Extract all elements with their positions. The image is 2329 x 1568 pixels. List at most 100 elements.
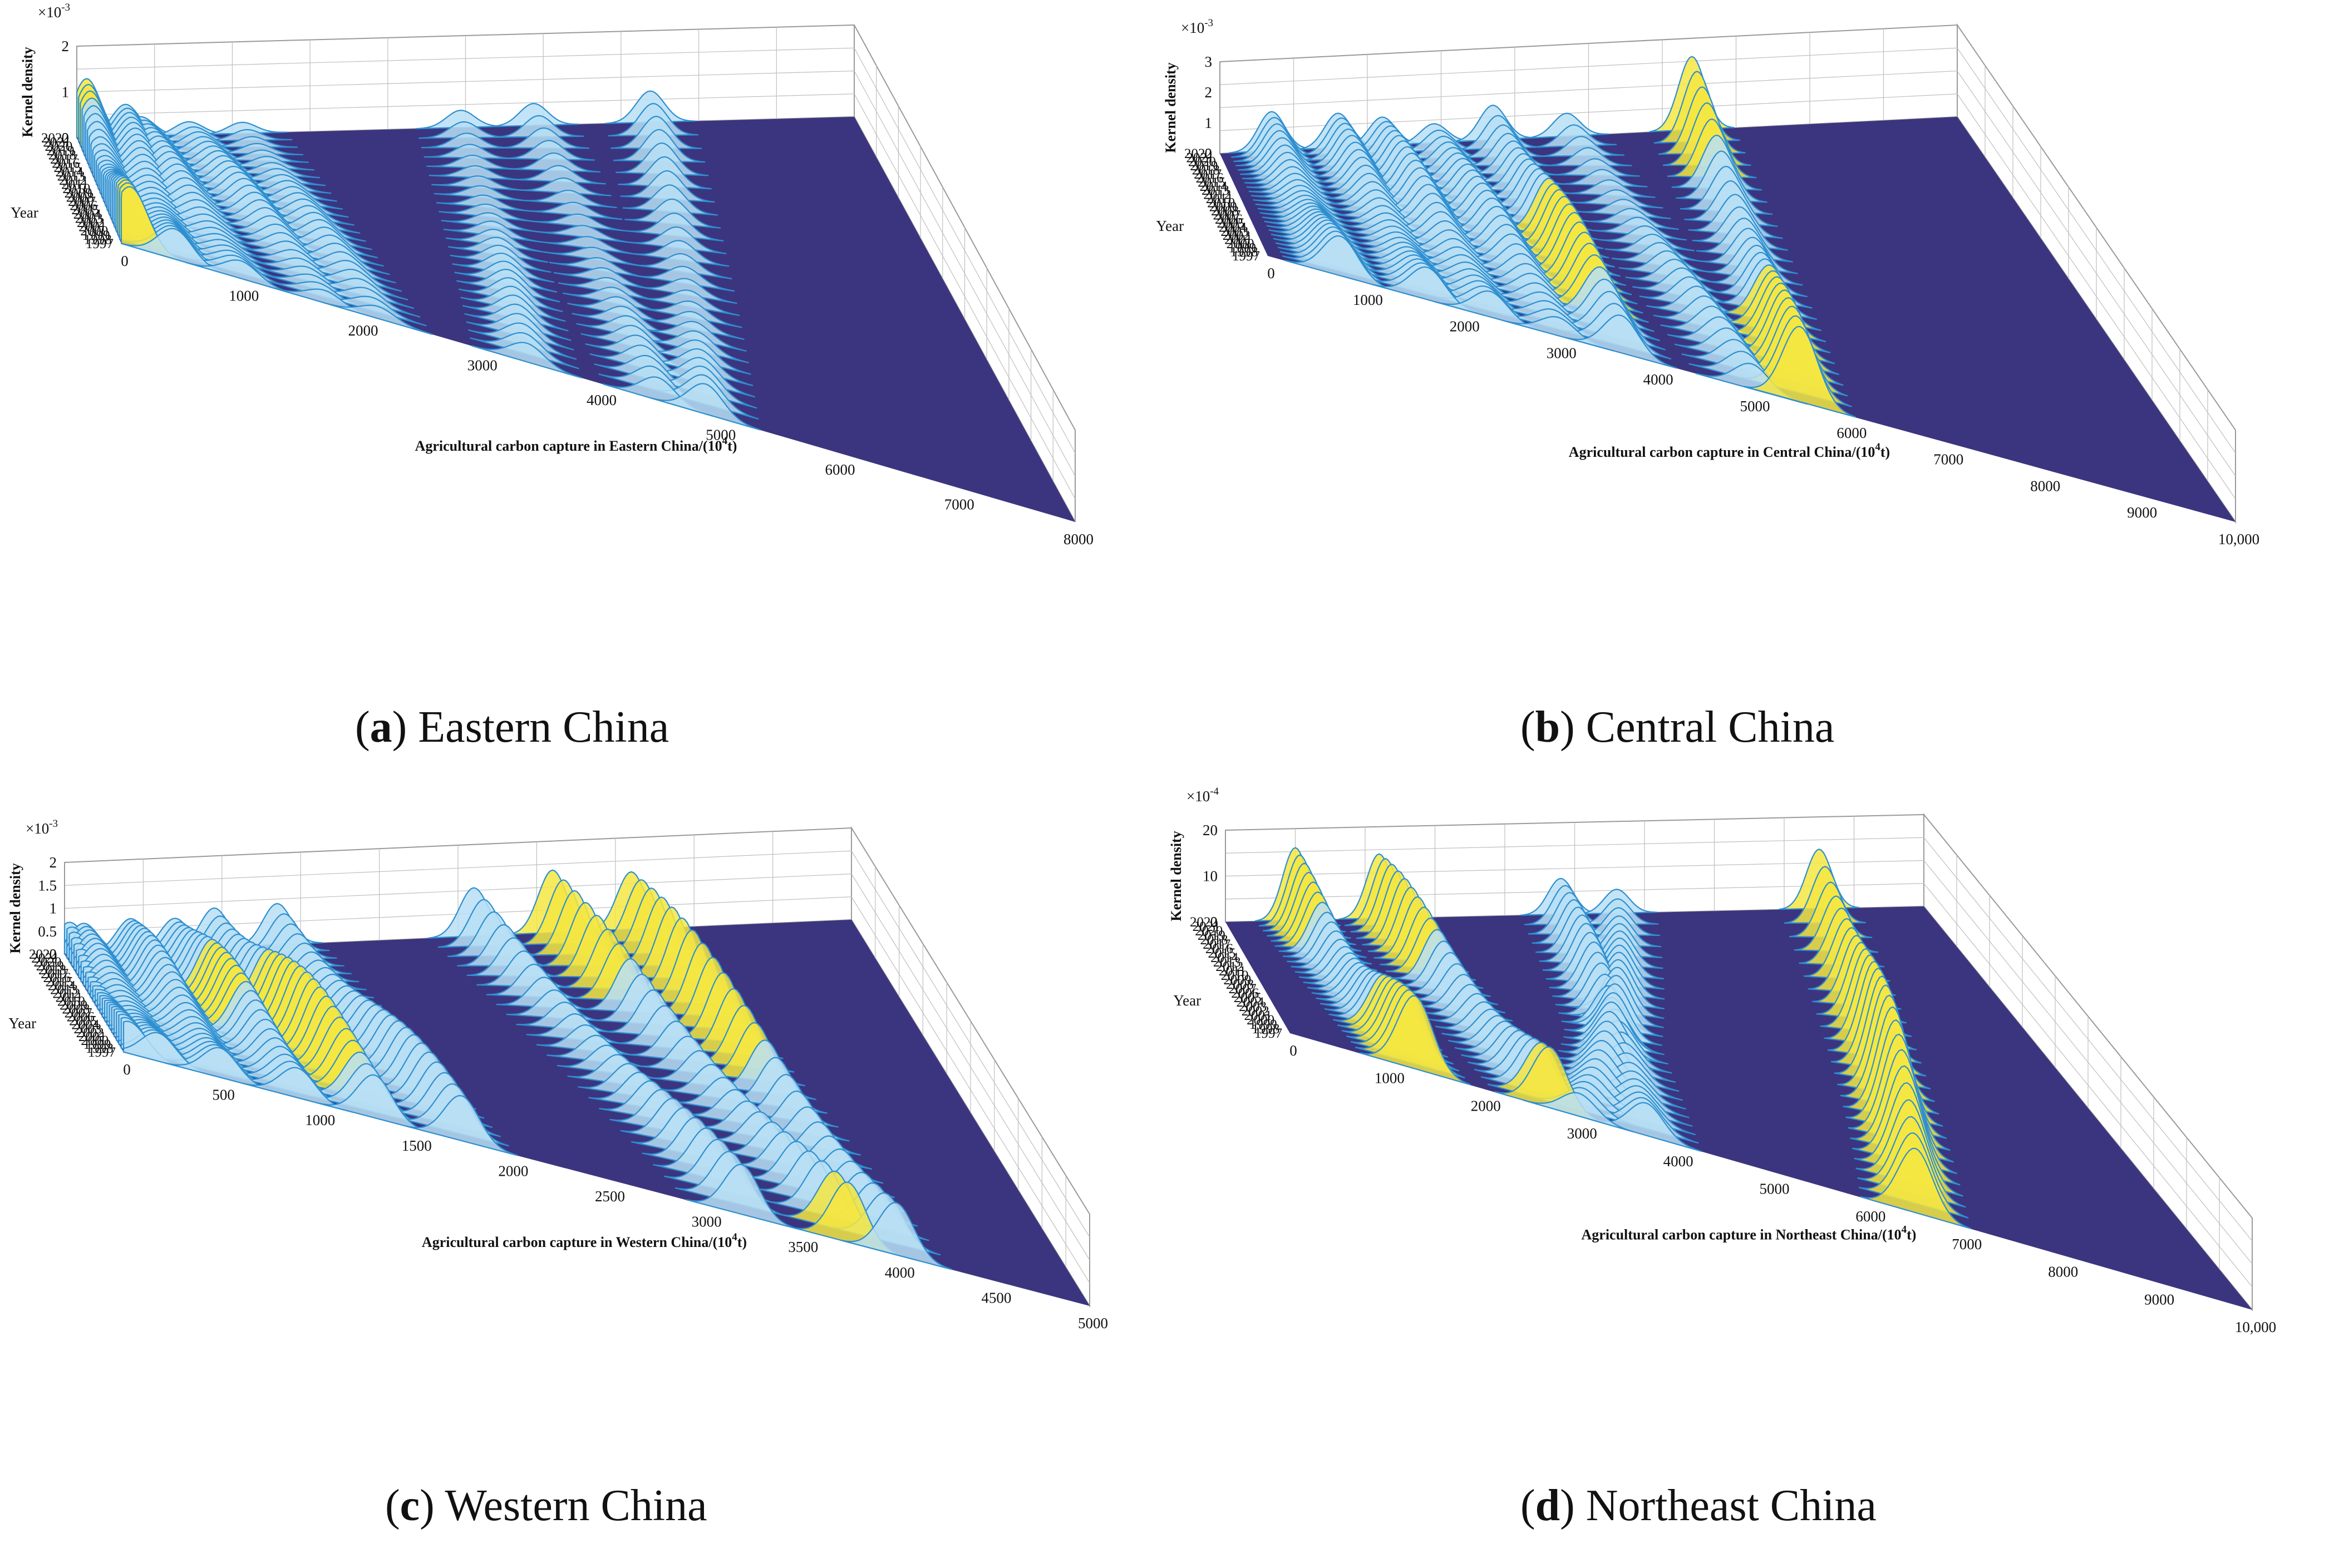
x-axis: 0 500 1000 1500 2000 2500 3000 3500 4000 4500 5000… bbox=[123, 1061, 1108, 1332]
year-tick-label: 2005 bbox=[71, 203, 99, 218]
density-ridge bbox=[197, 121, 287, 136]
caption-eastern: (a) Eastern China bbox=[355, 703, 669, 752]
density-ridge bbox=[471, 342, 582, 379]
year-tick-label: 1999 bbox=[1228, 240, 1256, 255]
x-tick-label: 2500 bbox=[595, 1188, 625, 1205]
y-axis: 1997199819992000200120022003200420052006… bbox=[1173, 915, 1282, 1041]
x-tick-label: 3500 bbox=[788, 1239, 818, 1255]
density-ridge bbox=[526, 201, 623, 220]
density-ridge bbox=[1577, 199, 1671, 219]
year-tick-label: 2002 bbox=[76, 1025, 104, 1041]
year-tick-label: 2006 bbox=[67, 1010, 95, 1025]
density-ridge bbox=[1557, 169, 1648, 188]
year-tick-label: 2003 bbox=[74, 1022, 102, 1037]
surface-chart-central: 0 1000 2000 3000 4000 5000 6000 7000 8000 9000 10,… bbox=[1156, 17, 2259, 548]
x-tick-label: 0 bbox=[1289, 1042, 1297, 1059]
grid-line bbox=[76, 47, 1076, 453]
caption-northeast: (d) Northeast China bbox=[1520, 1481, 1877, 1530]
density-ridge bbox=[840, 1202, 953, 1270]
z-scale-label: ×10-3 bbox=[26, 818, 58, 837]
panel-northeast-china: 0 1000 2000 3000 4000 5000 6000 7000 8000 9000 10,… bbox=[1164, 784, 2328, 1568]
density-ridge bbox=[1544, 147, 1632, 166]
y-axis: 1997199819992000200120022003200420052006… bbox=[8, 947, 116, 1060]
x-tick-label: 5000 bbox=[1740, 398, 1770, 415]
year-tick-label: 2005 bbox=[1217, 216, 1244, 231]
year-tick-label: 2014 bbox=[1200, 179, 1228, 194]
density-ridge bbox=[426, 154, 520, 170]
x-tick-label: 1000 bbox=[1353, 292, 1383, 308]
year-tick-label: 2017 bbox=[1194, 167, 1222, 182]
year-tick-label: 2017 bbox=[41, 967, 68, 982]
x-axis: 0 1000 2000 3000 4000 5000 6000 7000 8000 Agricul… bbox=[121, 253, 1094, 548]
year-tick-label: 2010 bbox=[1221, 968, 1249, 983]
z-tick-label: 1 bbox=[1205, 115, 1213, 131]
year-tick-label: 2012 bbox=[1203, 188, 1231, 203]
y-axis-label: Year bbox=[1173, 992, 1201, 1009]
year-tick-label: 2018 bbox=[38, 963, 66, 978]
density-ridge bbox=[406, 1095, 518, 1156]
x-tick-label: 3000 bbox=[692, 1214, 722, 1230]
year-tick-label: 2011 bbox=[1219, 964, 1246, 979]
density-ridge bbox=[530, 213, 628, 232]
y-axis-label: Year bbox=[11, 204, 38, 221]
x-tick-label: 0 bbox=[123, 1061, 131, 1078]
density-ridge bbox=[498, 127, 590, 149]
density-ridge bbox=[503, 140, 595, 161]
x-tick-label: 7000 bbox=[944, 496, 974, 513]
density-ridge bbox=[493, 115, 584, 138]
z-axis-label: Kernel density bbox=[19, 47, 36, 137]
year-tick-label: 1999 bbox=[82, 228, 110, 243]
x-tick-label: 5000 bbox=[1760, 1181, 1790, 1197]
year-tick-label: 1998 bbox=[86, 1041, 114, 1056]
x-tick-label: 0 bbox=[1267, 265, 1275, 282]
density-ridge bbox=[516, 177, 612, 196]
year-tick-label: 2001 bbox=[1224, 233, 1252, 248]
year-tick-label: 2013 bbox=[1213, 955, 1241, 970]
year-tick-label: 2002 bbox=[77, 215, 105, 230]
x-axis: 0 1000 2000 3000 4000 5000 6000 7000 8000 9000 10,… bbox=[1289, 1042, 2276, 1335]
year-tick-label: 2008 bbox=[1211, 204, 1239, 219]
year-tick-label: 2019 bbox=[1190, 159, 1218, 174]
y-axis-label: Year bbox=[8, 1015, 36, 1032]
year-tick-label: 2002 bbox=[1223, 228, 1250, 243]
z-tick-label: 0 bbox=[62, 130, 70, 146]
year-tick-label: 2011 bbox=[61, 177, 88, 193]
year-tick-label: 2000 bbox=[80, 224, 108, 239]
z-tick-label: 3 bbox=[1205, 53, 1213, 70]
x-tick-label: 6000 bbox=[825, 461, 855, 478]
year-tick-label: 2000 bbox=[1227, 236, 1254, 252]
year-tick-label: 2001 bbox=[78, 1029, 106, 1044]
year-tick-label: 2014 bbox=[48, 978, 76, 993]
year-tick-label: 2003 bbox=[1220, 224, 1248, 239]
year-tick-label: 2015 bbox=[1198, 175, 1225, 190]
year-tick-label: 1999 bbox=[1249, 1017, 1277, 1032]
year-tick-label: 2005 bbox=[1234, 990, 1262, 1005]
z-tick-label: 0 bbox=[50, 946, 57, 963]
year-tick-label: 2011 bbox=[56, 990, 83, 1005]
density-ridge bbox=[185, 259, 296, 295]
density-ridge bbox=[418, 121, 509, 139]
x-tick-label: 0 bbox=[121, 253, 129, 269]
year-tick-label: 2006 bbox=[1215, 212, 1243, 227]
x-tick-label: 1500 bbox=[402, 1137, 432, 1154]
year-tick-label: 2009 bbox=[60, 998, 87, 1013]
year-tick-label: 2009 bbox=[1209, 200, 1237, 215]
panel-eastern-china: 0 1000 2000 3000 4000 5000 6000 7000 8000 Agricul… bbox=[0, 0, 1164, 784]
x-tick-label: 4000 bbox=[587, 392, 617, 408]
x-tick-label: 8000 bbox=[2048, 1264, 2078, 1280]
x-tick-label: 4500 bbox=[981, 1289, 1011, 1306]
x-axis: 0 1000 2000 3000 4000 5000 6000 7000 8000 9000 10,… bbox=[1267, 265, 2259, 548]
grid-line bbox=[1225, 860, 2253, 1264]
x-tick-label: 7000 bbox=[1933, 451, 1963, 468]
y-axis: 1997199819992000200120022003200420052006… bbox=[1156, 146, 1260, 264]
year-tick-label: 2003 bbox=[75, 211, 103, 226]
density-ridge bbox=[436, 194, 533, 212]
density-ridge bbox=[1523, 1092, 1634, 1133]
year-tick-label: 2015 bbox=[1208, 946, 1235, 961]
panel-central-china: 0 1000 2000 3000 4000 5000 6000 7000 8000 9000 10,… bbox=[1156, 0, 2328, 784]
x-tick-label: 500 bbox=[212, 1087, 235, 1103]
y-axis: 1997199819992000200120022003200420052006… bbox=[11, 131, 114, 252]
year-tick-label: 1999 bbox=[83, 1037, 111, 1052]
z-scale-label: ×10-3 bbox=[38, 2, 70, 21]
density-ridge bbox=[489, 102, 579, 127]
